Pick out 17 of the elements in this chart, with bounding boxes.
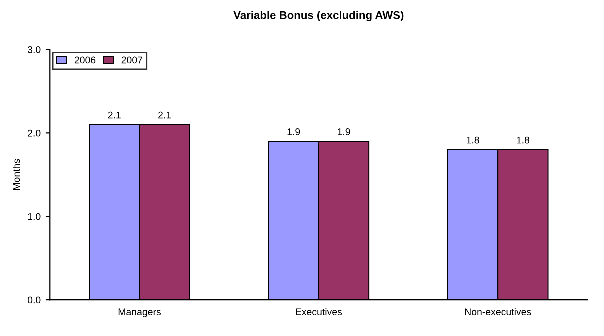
data-label: 1.8: [517, 136, 530, 144]
legend-label: 2007: [122, 56, 142, 64]
y-tick-label: 1.0: [28, 213, 41, 220]
y-tick-label: 2.0: [28, 130, 41, 137]
legend-label: 2006: [74, 56, 96, 64]
data-label: 1.8: [466, 136, 480, 144]
data-label: 1.9: [338, 128, 350, 136]
chart-title: Variable Bonus (excluding AWS): [234, 11, 404, 22]
data-label: 2.1: [108, 112, 121, 119]
x-tick-label: Executives: [296, 308, 342, 316]
x-tick-label: Managers: [118, 308, 161, 318]
y-tick-label: 0.0: [28, 296, 41, 304]
y-tick-label: 3.0: [28, 46, 41, 54]
data-label: 2.1: [158, 112, 172, 119]
y-axis-title: Months: [12, 159, 20, 190]
data-label: 1.9: [288, 128, 300, 136]
x-tick-label: Non-executives: [465, 308, 532, 316]
